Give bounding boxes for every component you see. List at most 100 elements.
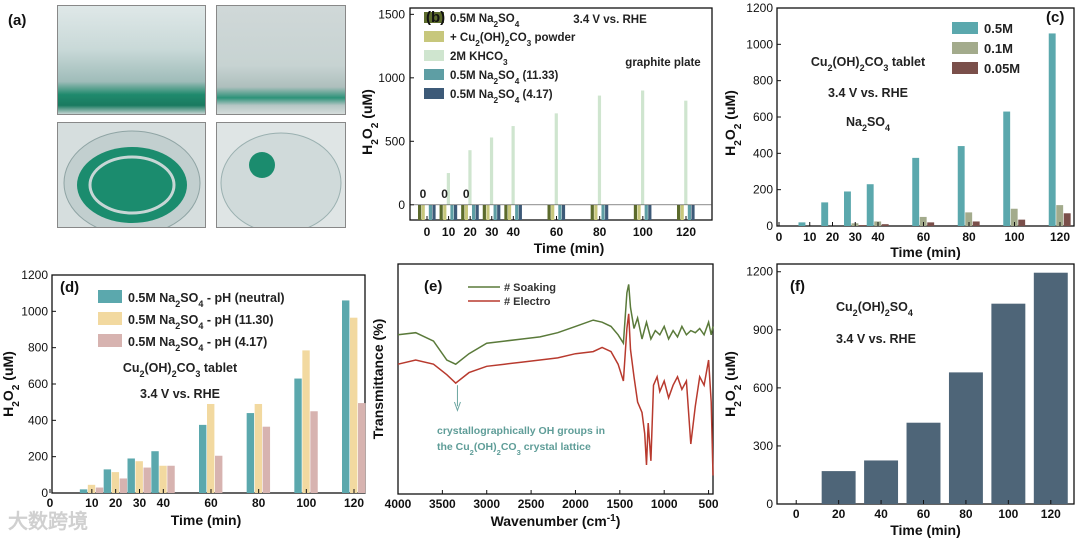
chart-b-bar-1-2 — [464, 204, 468, 220]
chart-c-xtick-label: 40 — [871, 230, 885, 244]
chart-f-ylabel: H2O2 (uM) — [722, 351, 744, 417]
panel-a-label: (a) — [8, 12, 27, 29]
chart-e-xtick-label: 4000 — [385, 497, 412, 511]
chart-b-xtick-label: 80 — [593, 225, 607, 239]
chart-d-bar-1-1 — [111, 472, 120, 493]
chart-b-bar-2-1 — [446, 173, 450, 205]
chart-b-bar-4-3 — [497, 204, 501, 220]
chart-e-series-0 — [397, 284, 714, 366]
chart-e-annotation: the Cu2(OH)2CO3 crystal lattice — [437, 441, 591, 457]
chart-f-xtick-label: 120 — [1041, 507, 1061, 521]
chart-d-bar-0-5 — [246, 413, 255, 493]
chart-b-bar-1-3 — [486, 204, 490, 220]
chart-c-legend-label: 0.5M — [984, 21, 1013, 36]
chart-b-bar-4-6 — [605, 204, 609, 220]
chart-d-ytick-label: 200 — [28, 450, 48, 464]
chart-e-ylabel: Transmittance (%) — [370, 319, 386, 440]
chart-d-legend-swatch — [98, 312, 122, 325]
chart-d-xtick-label: 100 — [296, 496, 316, 510]
chart-e-series-1 — [397, 313, 714, 476]
chart-d-bar-0-7 — [342, 300, 350, 493]
chart-e-annotation: crystallographically OH groups in — [437, 425, 605, 437]
chart-f-xtick-label: 20 — [832, 507, 846, 521]
chart-b-bar-1-5 — [551, 204, 555, 220]
chart-c-bar-2-6 — [1018, 219, 1026, 226]
chart-e-arrow-head — [453, 401, 461, 412]
chart-d-xtick-label: 0 — [47, 496, 54, 510]
chart-c-frame — [776, 7, 1075, 227]
chart-d-ytick-label: 1000 — [21, 304, 48, 318]
chart-f-xtick-label: 100 — [998, 507, 1018, 521]
chart-c-xtick-label: 20 — [826, 230, 840, 244]
chart-b-bar-2-3 — [489, 137, 494, 205]
photo-electro-side — [216, 5, 346, 115]
chart-b-bar-4-5 — [561, 204, 566, 220]
chart-c-ytick-label: 600 — [753, 110, 773, 124]
chart-c-bar-1-6 — [1010, 208, 1018, 226]
chart-b-legend-label: 0.5M Na2SO4 (4.17) — [450, 89, 553, 105]
panel-d-label: (d) — [60, 279, 79, 296]
chart-d-annotation: Cu2(OH)2CO3 tablet — [123, 361, 238, 379]
chart-e-xtick-label: 3000 — [473, 497, 500, 511]
chart-d-bar-0-1 — [103, 469, 112, 493]
chart-b-bar-3-7 — [644, 204, 648, 220]
chart-d-xtick-label: 30 — [133, 496, 147, 510]
chart-b-zero-label: 0 — [463, 187, 470, 201]
chart-d-bar-0-3 — [151, 451, 159, 493]
chart-c-legend-label: 0.1M — [984, 41, 1013, 56]
chart-d-bar-2-0 — [95, 487, 104, 493]
chart-d: 0 200 400 600 800 1000 1200 0 10 20 30 40 60 80 100 120… — [0, 268, 366, 528]
chart-f-bar-4 — [948, 372, 983, 504]
chart-d-bar-0-0 — [79, 489, 88, 493]
panel-c-label: (c) — [1046, 9, 1064, 26]
chart-d-bar-2-4 — [215, 455, 223, 493]
soaking-top-drawing — [63, 130, 201, 227]
chart-c-bar-2-7 — [1063, 213, 1071, 226]
chart-d-bar-1-4 — [207, 403, 215, 493]
chart-d-ytick-label: 600 — [28, 377, 48, 391]
chart-b-bar-0-2 — [461, 204, 465, 220]
chart-d-bar-1-3 — [159, 465, 167, 493]
chart-b-bar-0-1 — [439, 204, 443, 220]
chart-d-bar-1-0 — [87, 484, 96, 493]
chart-e: # Soaking # Electro 4000 3500 3000 2500 2000 15… — [370, 263, 719, 529]
chart-f-bar-5 — [991, 303, 1026, 504]
chart-d-bar-1-2 — [135, 461, 143, 493]
chart-d-bar-1-5 — [254, 403, 263, 493]
chart-c-bar-0-6 — [1003, 111, 1011, 226]
chart-d-bar-0-4 — [199, 424, 207, 493]
chart-f-xtick-label: 60 — [917, 507, 931, 521]
chart-c-bar-1-5 — [965, 212, 973, 226]
chart-b-legend-label: + Cu2(OH)2CO3 powder — [450, 32, 576, 48]
chart-c-legend-swatch — [952, 22, 978, 34]
chart-d-legend-swatch — [98, 334, 122, 347]
chart-b-bar-3-5 — [558, 204, 562, 220]
chart-b-bar-4-0 — [432, 204, 436, 220]
chart-f-ytick-label: 0 — [766, 497, 773, 511]
photo-electro-top — [216, 122, 346, 228]
chart-b-legend-swatch — [424, 31, 444, 42]
chart-c-bar-0-5 — [957, 146, 965, 226]
chart-c: 0 200 400 600 800 1000 1200 0 10 20 30 40 60 80 100 120… — [722, 1, 1075, 260]
chart-b-bar-3-0 — [428, 204, 432, 220]
chart-f-ytick-label: 1200 — [746, 265, 773, 279]
chart-c-legend-swatch — [952, 42, 978, 54]
chart-c-bar-0-2 — [844, 191, 851, 226]
chart-d-xtick-label: 10 — [85, 496, 99, 510]
chart-d-annotation: 3.4 V vs. RHE — [140, 387, 220, 401]
watermark: 大数跨境 — [8, 509, 88, 533]
chart-c-xtick-label: 100 — [1004, 230, 1024, 244]
chart-b-zero-label: 0 — [441, 187, 448, 201]
chart-c-xtick-label: 120 — [1050, 230, 1070, 244]
chart-b-bar-4-2 — [475, 204, 479, 220]
chart-f-ytick-label: 600 — [753, 381, 773, 395]
chart-b-bar-0-4 — [504, 204, 508, 220]
chart-b-xtick-label: 120 — [676, 225, 696, 239]
chart-b-bar-1-0 — [421, 204, 425, 220]
chart-b-ytick-label: 500 — [385, 134, 405, 148]
chart-f-xlabel: Time (min) — [890, 522, 961, 538]
chart-c-xtick-label: 10 — [803, 230, 817, 244]
chart-b-legend-swatch — [424, 88, 444, 99]
chart-b-legend-label: 0.5M Na2SO4 — [450, 13, 520, 29]
chart-d-legend-swatch — [98, 290, 122, 303]
